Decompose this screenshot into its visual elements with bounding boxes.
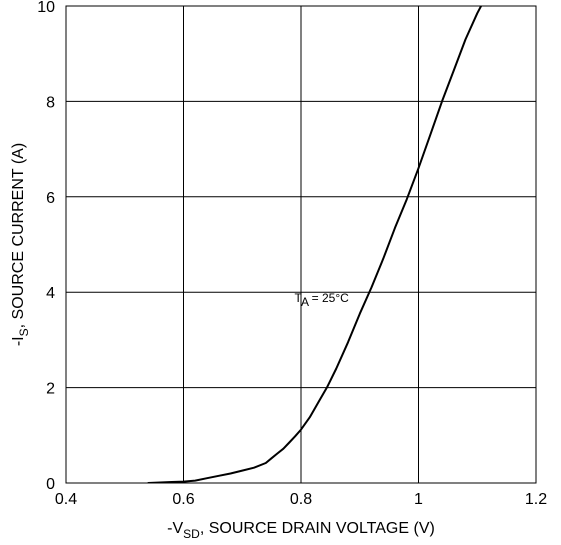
x-axis-label: -VSD, SOURCE DRAIN VOLTAGE (V) [167, 520, 435, 541]
x-tick-label: 0.6 [172, 491, 194, 508]
y-axis: 0 2 4 6 8 10 [37, 0, 55, 493]
y-tick-label: 8 [46, 94, 55, 111]
annotation-temperature: TA = 25°C [295, 291, 350, 309]
y-tick-label: 4 [46, 285, 55, 302]
y-tick-label: 10 [37, 0, 55, 16]
x-tick-label: 0.8 [290, 491, 312, 508]
x-tick-label: 1.2 [525, 491, 547, 508]
y-tick-label: 0 [46, 476, 55, 493]
grid [65, 5, 537, 484]
series-layer [147, 6, 483, 483]
y-tick-label: 6 [46, 190, 55, 207]
series-line [147, 6, 483, 483]
x-tick-label: 0.4 [55, 491, 77, 508]
plot-area [65, 5, 537, 484]
x-axis: 0.4 0.6 0.8 1 1.2 [55, 491, 547, 508]
y-axis-label: -IS, SOURCE CURRENT (A) [10, 143, 31, 346]
y-tick-label: 2 [46, 381, 55, 398]
x-tick-label: 1 [414, 491, 423, 508]
